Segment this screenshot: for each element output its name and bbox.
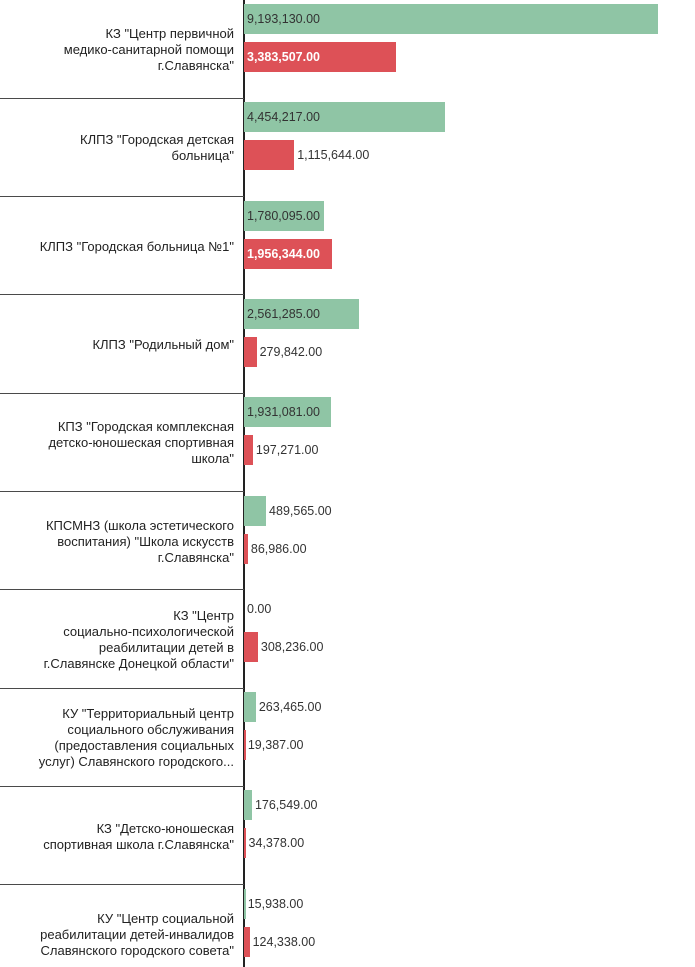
data-label: 1,115,644.00 bbox=[297, 148, 370, 163]
bar bbox=[244, 692, 256, 723]
bar bbox=[244, 533, 248, 564]
data-label: 0.00 bbox=[247, 601, 272, 616]
category-label-line: КПСМНЗ (школа эстетического bbox=[45, 517, 234, 533]
bar bbox=[244, 397, 331, 428]
row-separator bbox=[0, 196, 244, 198]
data-label: 86,986.00 bbox=[250, 541, 307, 556]
category-label-line: КЛПЗ "Городская больница №1" bbox=[39, 238, 234, 254]
category-label: КПЗ "Городская комплексная детско-юношеск… bbox=[8, 419, 234, 467]
category-label-line: больница" bbox=[171, 148, 234, 164]
category-label: КЛПЗ "Городская детская больница" bbox=[8, 132, 234, 164]
row-separator bbox=[0, 589, 244, 591]
category-label: КЛПЗ "Городская больница №1" bbox=[8, 239, 234, 255]
data-label: 34,378.00 bbox=[248, 836, 305, 851]
category-label-line: (предоставления социальных bbox=[54, 738, 234, 754]
category-label-line: услуг) Славянского городского... bbox=[38, 754, 234, 770]
category-label-line: КЛПЗ "Родильный дом" bbox=[92, 337, 234, 353]
data-label: 489,565.00 bbox=[269, 503, 332, 518]
bar bbox=[244, 200, 325, 231]
data-label: 279,842.00 bbox=[259, 344, 323, 359]
category-label-line: КЗ "Детско-юношеская bbox=[96, 820, 234, 836]
bar bbox=[244, 888, 246, 919]
data-label: 19,387.00 bbox=[247, 738, 304, 753]
category-label-line: школа" bbox=[191, 451, 234, 467]
data-label: 4,454,217.00 bbox=[247, 110, 320, 125]
category-label-line: социального обслуживания bbox=[67, 722, 234, 738]
category-label-line: КУ "Территориальный центр bbox=[62, 706, 234, 722]
category-label: КУ "Центр социальной реабилитации детей-и… bbox=[8, 911, 234, 959]
row-separator bbox=[0, 785, 244, 787]
bar bbox=[244, 730, 246, 761]
category-label-line: г.Славянска" bbox=[157, 549, 234, 565]
category-label: КЗ "Центр социально-психологической реабил… bbox=[8, 608, 234, 672]
bar bbox=[244, 631, 258, 662]
data-label: 9,193,130.00 bbox=[247, 12, 320, 26]
bar bbox=[244, 42, 397, 72]
bar bbox=[244, 336, 257, 367]
row-separator bbox=[0, 294, 244, 296]
category-label-line: реабилитации детей-инвалидов bbox=[40, 926, 234, 942]
bar bbox=[244, 435, 253, 466]
category-label: КПСМНЗ (школа эстетического воспитания) "… bbox=[8, 518, 234, 566]
bar bbox=[244, 495, 267, 526]
data-label: 1,931,081.00 bbox=[247, 405, 320, 420]
row-separator bbox=[0, 97, 244, 99]
category-label-line: КЗ "Центр bbox=[173, 607, 234, 623]
category-label-line: воспитания) "Школа искусств bbox=[57, 533, 234, 549]
category-label-line: г.Славянске Донецкой области" bbox=[43, 655, 234, 671]
category-label: КЗ "Детско-юношеская спортивная школа г.С… bbox=[8, 821, 234, 853]
category-label-line: КПЗ "Городская комплексная bbox=[57, 419, 234, 435]
data-label: 2,561,285.00 bbox=[247, 306, 320, 321]
row-separator bbox=[0, 392, 244, 394]
category-label-line: медико-санитарной помощи bbox=[63, 42, 234, 58]
bar bbox=[244, 238, 333, 269]
bar bbox=[244, 926, 250, 957]
bar bbox=[244, 828, 246, 859]
category-label-line: КЛПЗ "Городская детская bbox=[80, 132, 234, 148]
bar bbox=[244, 790, 252, 821]
category-label-line: спортивная школа г.Славянска" bbox=[43, 836, 234, 852]
category-label: КЗ "Центр первичной медико-санитарной пом… bbox=[8, 26, 234, 74]
data-label: 1,956,344.00 bbox=[247, 246, 320, 261]
category-label: КЛПЗ "Родильный дом" bbox=[8, 337, 234, 353]
row-separator bbox=[0, 884, 244, 886]
row-separator bbox=[0, 491, 244, 492]
category-label-line: социально-психологической bbox=[63, 623, 234, 639]
category-label-line: КУ "Центр социальной bbox=[97, 910, 234, 926]
category-label-line: КЗ "Центр первичной bbox=[105, 26, 234, 42]
data-label: 308,236.00 bbox=[260, 639, 324, 654]
data-label: 263,465.00 bbox=[258, 700, 322, 715]
bar bbox=[244, 4, 658, 34]
category-label-line: Славянского городского совета" bbox=[40, 942, 234, 958]
bar bbox=[244, 140, 295, 171]
data-label: 124,338.00 bbox=[252, 934, 316, 949]
bar bbox=[244, 298, 360, 329]
data-label: 15,938.00 bbox=[247, 896, 304, 911]
row-separator bbox=[0, 687, 244, 689]
category-label-line: г.Славянска" bbox=[157, 58, 234, 74]
category-label-line: детско-юношеская спортивная bbox=[48, 435, 234, 451]
category-label: КУ "Территориальный центр социального обс… bbox=[8, 706, 234, 770]
data-label: 197,271.00 bbox=[255, 443, 319, 458]
category-label-line: реабилитации детей в bbox=[98, 639, 234, 655]
y-axis-line bbox=[243, 0, 245, 967]
bar bbox=[244, 102, 445, 133]
data-label: 3,383,507.00 bbox=[247, 50, 320, 64]
data-label: 1,780,095.00 bbox=[247, 208, 320, 223]
data-label: 176,549.00 bbox=[254, 798, 318, 813]
